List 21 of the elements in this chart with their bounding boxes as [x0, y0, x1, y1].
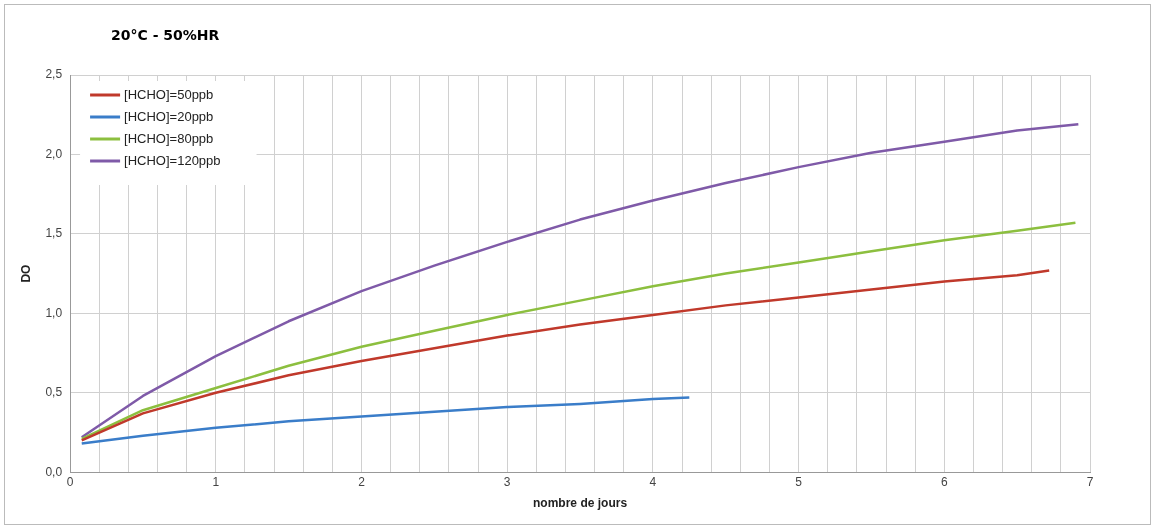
chart-title: 20°C - 50%HR [111, 27, 220, 43]
x-tick-label: 3 [503, 474, 511, 489]
legend-label: [HCHO]=120ppb [124, 152, 221, 168]
y-tick-label: 1,0 [45, 305, 63, 320]
x-tick-label: 6 [940, 474, 948, 489]
y-axis-title: DO [18, 264, 33, 283]
legend-label: [HCHO]=50ppb [124, 86, 214, 102]
x-tick-label: 5 [795, 474, 803, 489]
y-tick-label: 2,0 [45, 146, 63, 161]
x-tick-label: 4 [649, 474, 657, 489]
y-tick-label: 1,5 [45, 226, 63, 241]
y-tick-label: 2,5 [45, 67, 63, 82]
x-axis-title: nombre de jours [533, 496, 628, 511]
y-tick-label: 0,5 [45, 385, 63, 400]
x-tick-label: 2 [358, 474, 366, 489]
x-tick-label: 1 [212, 474, 220, 489]
x-tick-label: 7 [1086, 474, 1094, 489]
y-tick-label: 0,0 [45, 464, 63, 479]
x-tick-label: 0 [66, 474, 74, 489]
legend-label: [HCHO]=20ppb [124, 108, 214, 124]
legend-label: [HCHO]=80ppb [124, 130, 214, 146]
